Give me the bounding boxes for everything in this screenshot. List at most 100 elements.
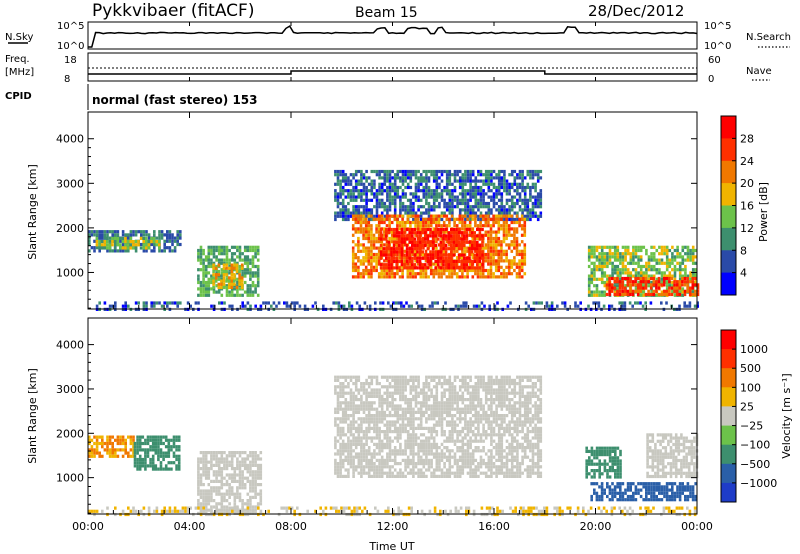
velocity-cell-3: [362, 452, 366, 456]
power-cell-4: [453, 198, 457, 202]
power-cell-7: [595, 248, 599, 253]
velocity-cell-2: [220, 451, 224, 455]
power-cell-4: [497, 208, 501, 212]
power-cell-5: [351, 224, 355, 228]
velocity-cell-3: [344, 420, 348, 424]
nsky-panel-frame: [87, 21, 698, 50]
power-cell-7: [665, 274, 669, 278]
power-cell-4: [448, 208, 452, 212]
velocity-cell-2: [220, 473, 224, 477]
power-cell-9: [537, 301, 541, 305]
velocity-cell-2: [238, 492, 242, 496]
power-cell-3: [235, 269, 239, 274]
power-cell-5: [422, 275, 425, 279]
power-cell-6: [398, 240, 401, 244]
velocity-cell-0: [88, 448, 91, 452]
power-cell-7: [637, 245, 640, 249]
velocity-cell-3: [383, 401, 387, 405]
power-cell-5: [403, 243, 407, 247]
power-cell-5: [515, 246, 519, 250]
velocity-cell-3: [357, 423, 361, 427]
power-cell-0: [140, 242, 143, 247]
velocity-cell-0: [124, 438, 127, 442]
velocity-cell-0: [108, 438, 112, 442]
power-cell-7: [647, 268, 651, 272]
power-cell-9: [285, 304, 289, 308]
power-cell-4: [492, 185, 496, 190]
velocity-cell-2: [236, 473, 239, 477]
power-cell-7: [590, 277, 594, 281]
power-cell-6: [387, 240, 391, 244]
power-cell-6: [431, 234, 435, 238]
power-cell-5: [510, 265, 514, 269]
power-cell-2: [215, 264, 218, 269]
power-cell-9: [579, 301, 582, 305]
power-cell-0: [93, 239, 96, 243]
power-cell-4: [458, 192, 462, 196]
power-cell-7: [632, 274, 635, 278]
power-cell-9: [134, 301, 138, 305]
velocity-cell-2: [217, 479, 221, 483]
power-cell-5: [364, 259, 368, 263]
power-cell-4: [367, 176, 371, 180]
power-cell-6: [450, 263, 453, 267]
power-cell-6: [398, 243, 401, 248]
power-cell-5: [489, 233, 493, 237]
velocity-cell-2: [233, 511, 237, 515]
power-cell-7: [689, 252, 692, 256]
power-cell-6: [424, 243, 427, 248]
velocity-cell-3: [347, 430, 350, 434]
power-cell-4: [378, 169, 381, 174]
power-cell-4: [375, 198, 379, 202]
velocity-cell-3: [370, 420, 374, 424]
power-cell-4: [518, 169, 522, 174]
power-cell-5: [448, 220, 451, 225]
power-cell-7: [655, 293, 659, 297]
power-cell-5: [416, 224, 420, 228]
power-cell-4: [484, 205, 488, 209]
power-cell-4: [404, 179, 407, 183]
velocity-cell-3: [391, 471, 394, 475]
velocity-cell-3: [388, 404, 392, 408]
power-cell-4: [526, 208, 530, 212]
power-cell-2: [210, 252, 213, 256]
power-cell-4: [487, 179, 491, 183]
power-cell-6: [470, 234, 474, 238]
power-cell-7: [608, 261, 612, 265]
power-cell-1: [98, 246, 101, 250]
power-cell-5: [448, 275, 451, 279]
power-cell-8: [657, 283, 661, 287]
power-cell-0: [163, 233, 166, 237]
power-cell-5: [461, 214, 464, 218]
power-cell-6: [468, 227, 471, 232]
power-cell-7: [663, 252, 666, 256]
power-cell-7: [621, 255, 625, 259]
velocity-cell-1: [151, 445, 155, 449]
velocity-cell-1: [154, 445, 158, 449]
power-cell-6: [382, 250, 385, 254]
velocity-cell-3: [357, 398, 361, 402]
power-cell-2: [230, 252, 234, 256]
velocity-cell-0: [121, 438, 125, 442]
power-cell-6: [385, 253, 388, 257]
velocity-cell-2: [241, 463, 244, 467]
power-cell-7: [673, 248, 677, 253]
power-heatmap: [88, 169, 700, 311]
velocity-cell-3: [341, 439, 345, 443]
power-cell-4: [461, 176, 465, 180]
power-cell-0: [106, 230, 109, 234]
power-cell-6: [481, 243, 484, 248]
power-cell-4: [336, 192, 340, 196]
power-cell-4: [438, 169, 441, 174]
power-cell-7: [587, 293, 591, 297]
power-cell-5: [492, 224, 495, 228]
power-cell-5: [497, 268, 501, 273]
power-cell-6: [411, 250, 414, 254]
power-cell-5: [377, 227, 381, 231]
power-cell-5: [440, 236, 443, 241]
power-cell-5: [468, 214, 472, 218]
power-cell-8: [691, 283, 695, 287]
velocity-cell-2: [254, 511, 257, 515]
power-cell-7: [626, 252, 630, 256]
power-cell-5: [505, 230, 508, 234]
